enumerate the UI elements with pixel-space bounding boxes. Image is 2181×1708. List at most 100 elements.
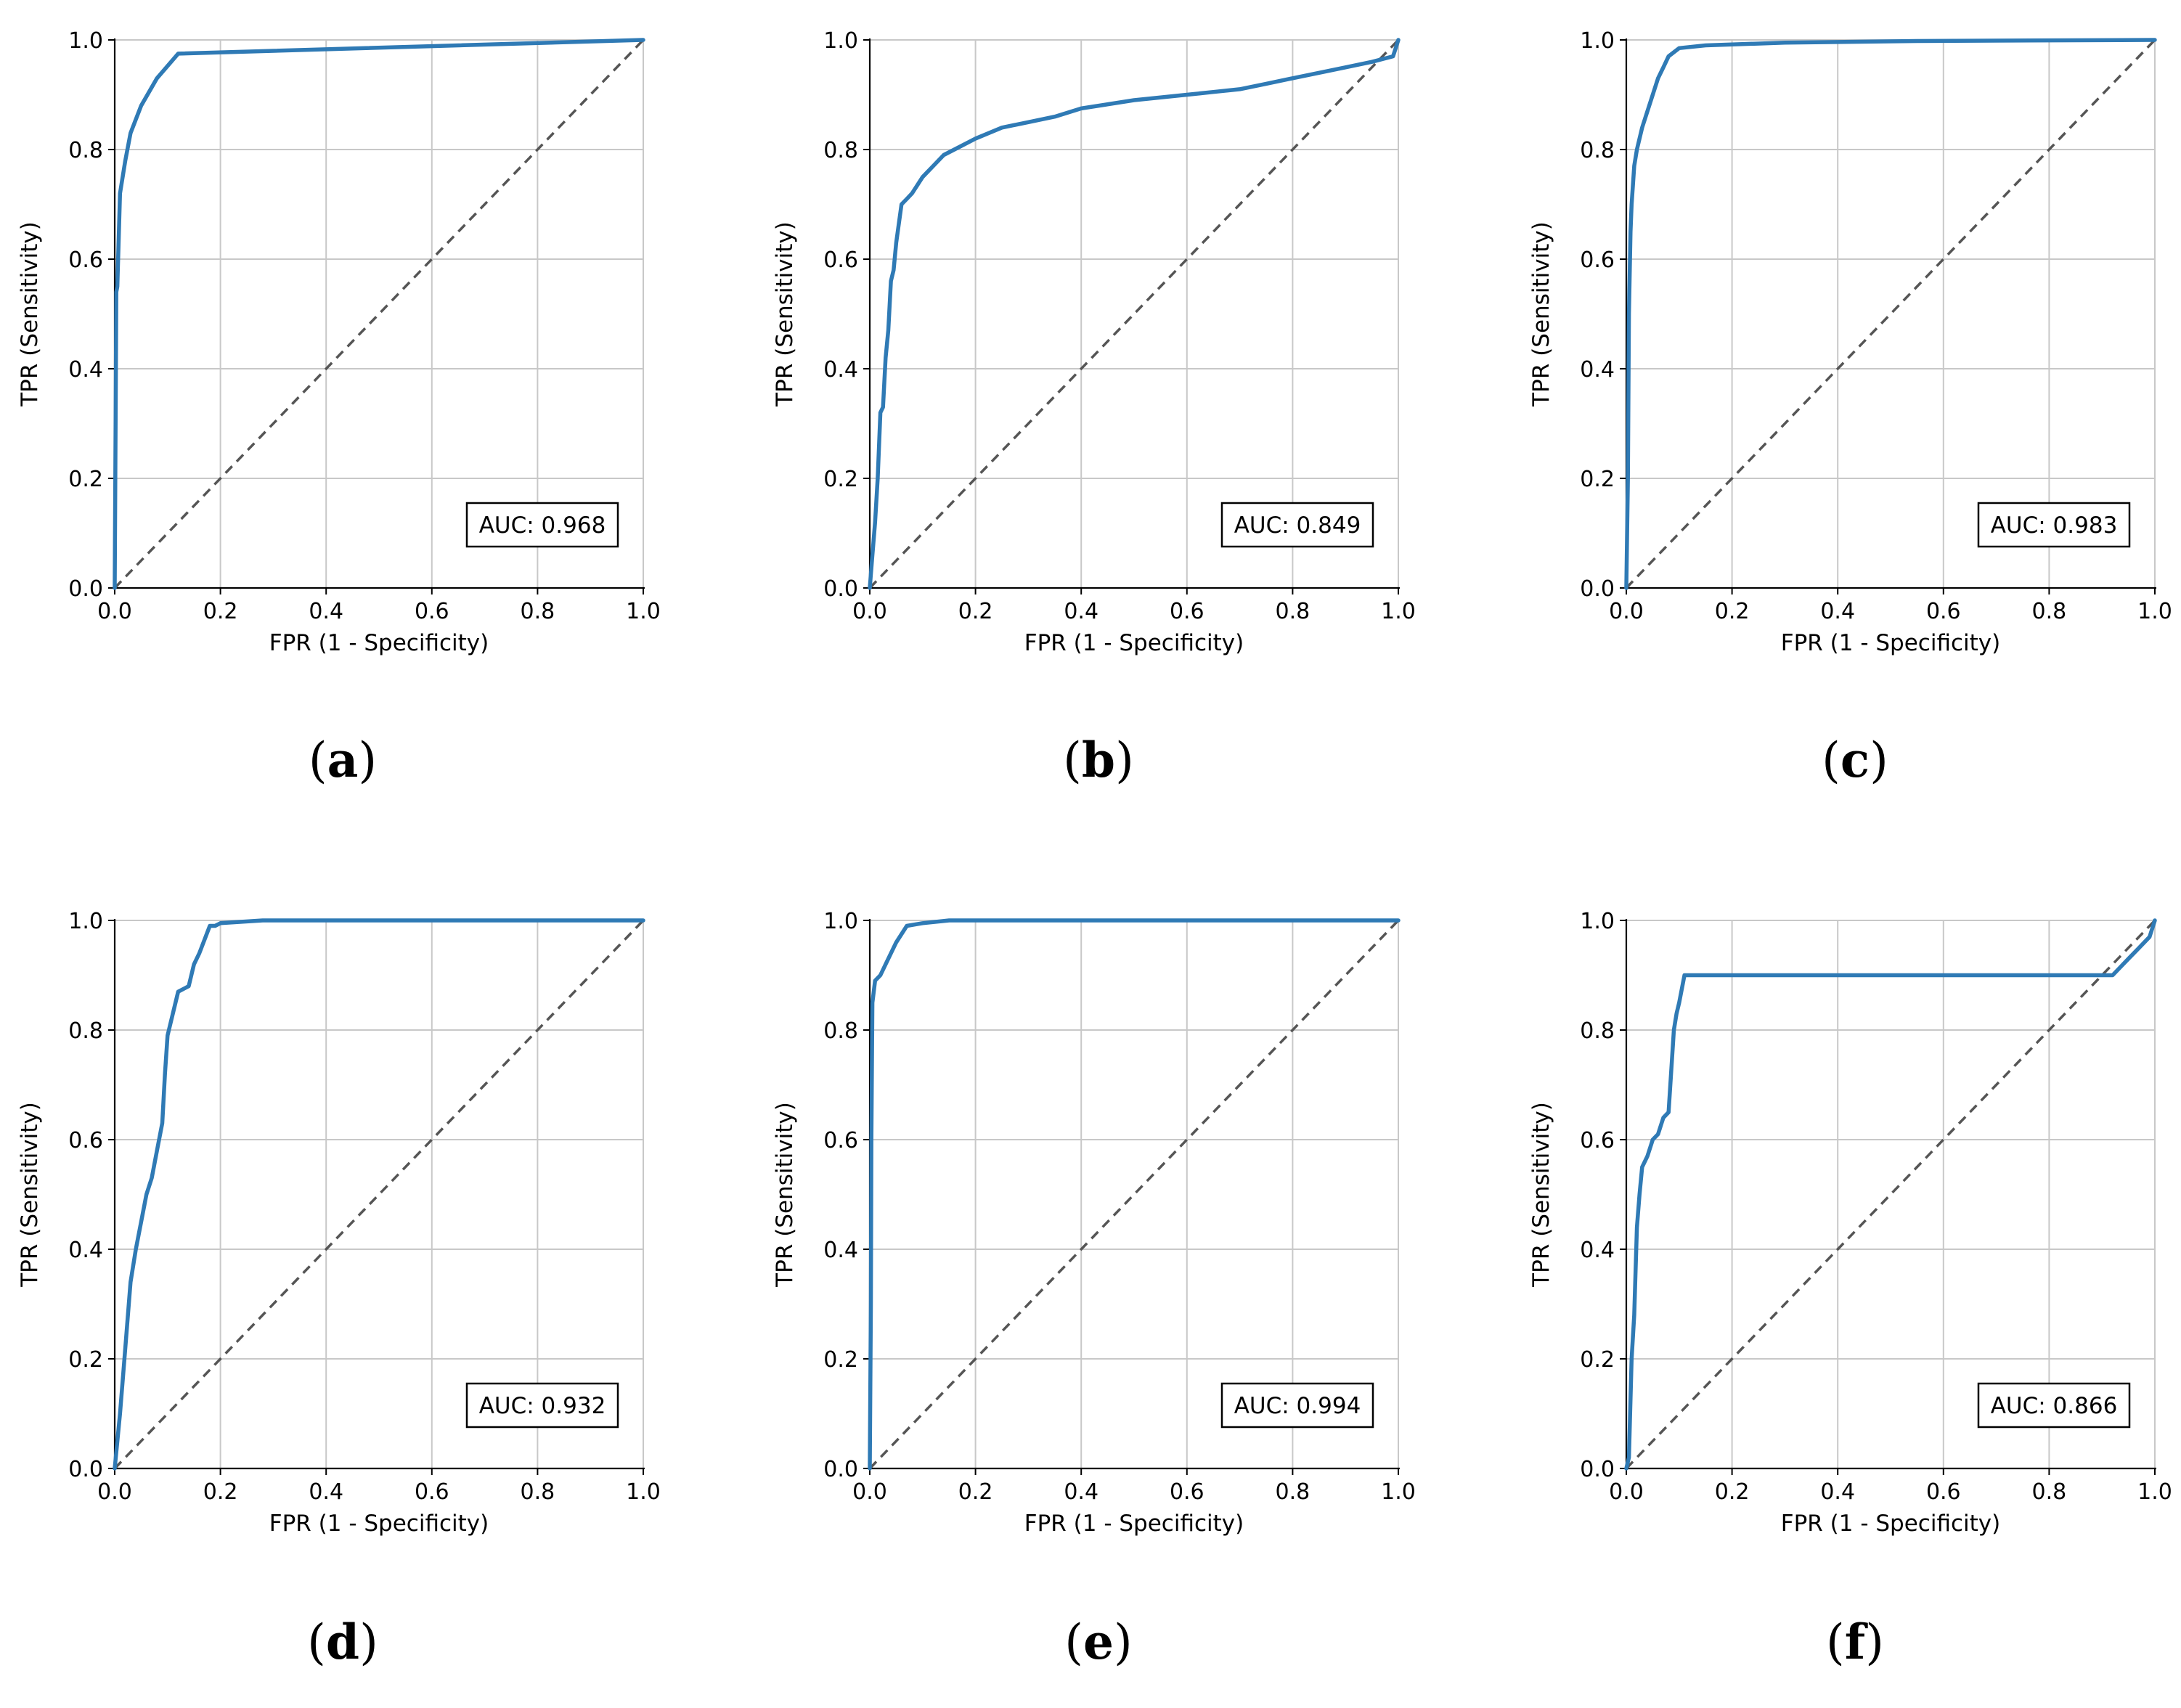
y-axis-label: TPR (Sensitivity) [772, 221, 798, 407]
y-tick-label: 1.0 [823, 909, 858, 934]
y-tick-label: 1.0 [68, 28, 103, 54]
y-tick-label: 0.8 [1580, 138, 1615, 163]
x-tick-label: 0.0 [97, 599, 132, 624]
roc-curve-line [113, 918, 645, 1471]
x-tick-label: 1.0 [2137, 599, 2172, 624]
x-tick-label: 0.2 [958, 1479, 993, 1505]
x-tick-label: 0.4 [1820, 599, 1855, 624]
y-tick-label: 0.6 [1580, 248, 1615, 273]
x-axis-label: FPR (1 - Specificity) [269, 630, 489, 656]
x-axis-label: FPR (1 - Specificity) [1024, 1511, 1244, 1537]
x-tick-label: 0.8 [1276, 1479, 1310, 1505]
y-tick-label: 0.4 [1580, 357, 1615, 383]
roc-panel-a: 0.0 0.2 0.4 0.6 0.8 1.0 0.0 0.2 0.4 0.6 0.8 1.0 FPR … [17, 28, 661, 656]
y-tick-label: 0.0 [823, 576, 858, 602]
panel-label-d: (d) [307, 1614, 378, 1670]
x-tick-label: 0.2 [1715, 1479, 1750, 1505]
auc-box: AUC: 0.994 [1220, 1382, 1374, 1429]
y-tick-label: 0.2 [68, 467, 103, 492]
y-tick-label: 0.8 [823, 1018, 858, 1044]
y-tick-label: 0.0 [1580, 576, 1615, 602]
auc-box: AUC: 0.849 [1220, 502, 1374, 548]
y-tick-label: 0.0 [68, 576, 103, 602]
x-tick-label: 1.0 [626, 599, 661, 624]
y-tick-label: 0.6 [1580, 1128, 1615, 1153]
roc-curve-line [868, 38, 1401, 590]
x-tick-label: 0.6 [415, 599, 449, 624]
y-tick-label: 0.4 [823, 357, 858, 383]
auc-label: AUC: 0.932 [479, 1393, 606, 1419]
panel-label-b: (b) [1063, 732, 1134, 788]
y-tick-label: 0.0 [823, 1457, 858, 1482]
x-tick-label: 0.6 [1170, 599, 1204, 624]
x-axis-label: FPR (1 - Specificity) [269, 1511, 489, 1537]
y-tick-label: 0.2 [1580, 1347, 1615, 1373]
y-axis-label: TPR (Sensitivity) [17, 221, 43, 407]
auc-box: AUC: 0.932 [465, 1382, 619, 1429]
auc-box: AUC: 0.968 [465, 502, 619, 548]
x-tick-label: 1.0 [2137, 1479, 2172, 1505]
x-tick-label: 0.8 [521, 599, 555, 624]
x-tick-label: 0.6 [415, 1479, 449, 1505]
auc-label: AUC: 0.983 [1991, 512, 2118, 539]
x-axis-label: FPR (1 - Specificity) [1781, 630, 2001, 656]
y-tick-label: 0.0 [68, 1457, 103, 1482]
roc-curve-line [1624, 38, 2157, 590]
auc-box: AUC: 0.866 [1977, 1382, 2131, 1429]
roc-curve-line [113, 38, 645, 590]
y-tick-label: 0.4 [823, 1238, 858, 1263]
panel-label-a: (a) [309, 732, 377, 788]
x-tick-label: 0.4 [309, 1479, 343, 1505]
y-tick-label: 0.4 [1580, 1238, 1615, 1263]
x-tick-label: 1.0 [1381, 1479, 1416, 1505]
roc-panel-c: 0.0 0.2 0.4 0.6 0.8 1.0 0.0 0.2 0.4 0.6 0.8 1.0 FPR … [1528, 28, 2172, 656]
x-tick-label: 0.0 [1609, 599, 1644, 624]
roc-panel-d: 0.0 0.2 0.4 0.6 0.8 1.0 0.0 0.2 0.4 0.6 0.8 1.0 FPR … [17, 909, 661, 1537]
x-tick-label: 0.2 [1715, 599, 1750, 624]
x-tick-label: 1.0 [1381, 599, 1416, 624]
y-axis-label: TPR (Sensitivity) [17, 1102, 43, 1288]
y-tick-label: 0.6 [823, 1128, 858, 1153]
x-tick-label: 0.2 [203, 1479, 238, 1505]
x-tick-label: 0.4 [1064, 599, 1098, 624]
x-tick-label: 0.4 [1820, 1479, 1855, 1505]
y-tick-label: 0.2 [823, 467, 858, 492]
auc-label: AUC: 0.849 [1234, 512, 1361, 539]
x-tick-label: 0.8 [2032, 599, 2067, 624]
x-tick-label: 0.0 [97, 1479, 132, 1505]
y-axis-label: TPR (Sensitivity) [772, 1102, 798, 1288]
x-tick-label: 0.8 [2032, 1479, 2067, 1505]
auc-label: AUC: 0.968 [479, 512, 606, 539]
x-tick-label: 0.6 [1170, 1479, 1204, 1505]
y-tick-label: 0.2 [823, 1347, 858, 1373]
y-tick-label: 1.0 [68, 909, 103, 934]
panel-label-f: (f) [1826, 1614, 1884, 1670]
y-tick-label: 1.0 [823, 28, 858, 54]
y-tick-label: 0.8 [68, 1018, 103, 1044]
y-axis-label: TPR (Sensitivity) [1528, 221, 1554, 407]
x-tick-label: 0.6 [1926, 1479, 1961, 1505]
x-tick-label: 0.0 [852, 1479, 887, 1505]
x-tick-label: 0.2 [203, 599, 238, 624]
roc-curve-line [1624, 918, 2157, 1471]
y-tick-label: 0.8 [1580, 1018, 1615, 1044]
x-tick-label: 0.2 [958, 599, 993, 624]
y-axis-label: TPR (Sensitivity) [1528, 1102, 1554, 1288]
panel-label-e: (e) [1064, 1614, 1133, 1670]
x-tick-label: 0.8 [521, 1479, 555, 1505]
auc-label: AUC: 0.994 [1234, 1393, 1361, 1419]
roc-panel-e: 0.0 0.2 0.4 0.6 0.8 1.0 0.0 0.2 0.4 0.6 0.8 1.0 FPR … [772, 909, 1416, 1537]
x-tick-label: 0.0 [1609, 1479, 1644, 1505]
y-tick-label: 0.6 [823, 248, 858, 273]
x-tick-label: 0.4 [1064, 1479, 1098, 1505]
y-tick-label: 0.4 [68, 1238, 103, 1263]
roc-panel-b: 0.0 0.2 0.4 0.6 0.8 1.0 0.0 0.2 0.4 0.6 0.8 1.0 FPR … [772, 28, 1416, 656]
x-tick-label: 0.8 [1276, 599, 1310, 624]
x-axis-label: FPR (1 - Specificity) [1024, 630, 1244, 656]
auc-box: AUC: 0.983 [1977, 502, 2131, 548]
roc-panel-f: 0.0 0.2 0.4 0.6 0.8 1.0 0.0 0.2 0.4 0.6 0.8 1.0 FPR … [1528, 909, 2172, 1537]
x-tick-label: 0.4 [309, 599, 343, 624]
panel-label-c: (c) [1822, 732, 1888, 788]
y-tick-label: 0.6 [68, 1128, 103, 1153]
